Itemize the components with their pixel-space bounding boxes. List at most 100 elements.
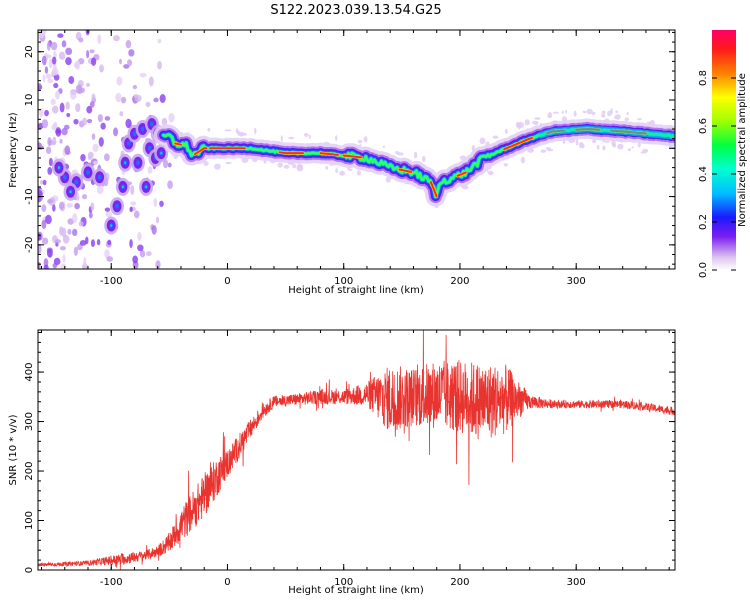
- spectrogram-speckle: [534, 117, 541, 120]
- spectrogram-speckle: [47, 198, 54, 204]
- spectrogram-speckle: [89, 49, 95, 54]
- spectrogram-speckle: [47, 78, 54, 84]
- spectrogram-speckle: [50, 98, 56, 106]
- spectrogram-speckle: [132, 84, 138, 90]
- spectrogram-speckle: [520, 156, 526, 164]
- snr-series-line: [38, 330, 675, 570]
- spectrogram-speckle: [43, 264, 49, 269]
- spectrogram-blob-core: [126, 140, 131, 146]
- spectrogram-speckle: [54, 239, 61, 244]
- spectrogram-speckle: [91, 93, 96, 101]
- spectrogram-speckle: [96, 239, 101, 246]
- snr-frame: [37, 329, 676, 571]
- spectrogram-speckle: [129, 239, 133, 248]
- spectrogram-blob-hot: [160, 151, 163, 155]
- spectrogram-speckle: [224, 129, 232, 132]
- snr-xtick-label: 0: [224, 577, 230, 588]
- spectrogram-speckle: [335, 135, 338, 142]
- spectrogram-speckle: [203, 161, 209, 166]
- spectrogram-speckle: [85, 82, 90, 87]
- spectrogram-speckle: [42, 74, 46, 83]
- spectrogram-speckle: [137, 244, 144, 252]
- spectrogram-speckle: [87, 151, 94, 159]
- spectrogram-speckle: [611, 139, 616, 147]
- colorbar-tick-label: 0.8: [698, 70, 709, 86]
- spectrogram-speckle: [46, 248, 53, 258]
- spectrogram-speckle: [155, 260, 161, 269]
- spectrogram-speckle: [277, 162, 283, 168]
- spectrogram-speckle: [459, 155, 467, 161]
- spectrogram-speckle: [125, 39, 132, 49]
- spectrogram-speckle: [68, 76, 75, 85]
- spectrogram-speckle: [88, 212, 93, 219]
- spectrogram-speckle: [119, 111, 124, 117]
- spectrogram-xtick-label: 0: [224, 276, 230, 287]
- spectrogram-speckle: [41, 237, 49, 245]
- spectrogram-ylabel: Frequency (Hz): [8, 112, 19, 188]
- spectrogram-speckle: [44, 109, 49, 117]
- spectrogram-speckle: [45, 214, 52, 225]
- spectrogram-ytick-label: 10: [24, 94, 35, 107]
- spectrogram-speckle: [119, 58, 123, 65]
- spectrogram-speckle: [145, 251, 152, 257]
- colorbar-tick-label: 0.2: [698, 214, 709, 230]
- spectrogram-speckle: [631, 146, 634, 149]
- spectrogram-speckle: [168, 112, 175, 123]
- spectrogram-speckle: [41, 119, 49, 129]
- spectrogram-blob-hot: [110, 224, 113, 227]
- spectrogram-speckle: [335, 168, 338, 174]
- spectrogram-speckle: [153, 97, 159, 103]
- spectrogram-speckle: [72, 213, 78, 223]
- spectrogram-speckle: [45, 73, 52, 80]
- spectrogram-ridge-peak: [193, 147, 208, 156]
- spectrogram-speckle: [61, 40, 67, 48]
- spectrogram-blob-core: [85, 169, 90, 175]
- colorbar-tick-label: 0.4: [698, 166, 709, 182]
- snr-ytick-label: 100: [24, 511, 35, 530]
- spectrogram-speckle: [63, 124, 70, 130]
- spectrogram-speckle: [66, 112, 71, 118]
- spectrogram-speckle: [78, 37, 84, 43]
- spectrogram-speckle: [134, 94, 142, 102]
- spectrogram-speckle: [45, 146, 52, 154]
- spectrogram-blob-core: [147, 145, 152, 151]
- spectrogram-speckle: [52, 204, 56, 212]
- spectrogram-speckle: [116, 76, 123, 86]
- spectrogram-speckle: [132, 255, 139, 264]
- spectrogram-speckle: [564, 109, 568, 114]
- spectrogram-speckle: [640, 151, 646, 154]
- spectrogram-speckle: [65, 47, 73, 56]
- spectrogram-speckle: [85, 236, 89, 245]
- spectrogram-speckle: [60, 263, 67, 269]
- spectrogram-speckle: [120, 96, 127, 104]
- spectrogram-speckle: [167, 180, 173, 190]
- spectrogram-blob-core: [140, 126, 145, 132]
- spectrogram-speckle: [39, 179, 44, 185]
- spectrogram-speckle: [61, 227, 67, 238]
- spectrogram-blob-hot: [69, 190, 72, 194]
- snr-ytick-label: 300: [24, 412, 35, 431]
- spectrogram-speckle: [604, 140, 611, 143]
- spectrogram-speckle: [58, 201, 65, 210]
- spectrogram-speckle: [97, 34, 102, 45]
- spectrogram-speckle: [137, 231, 142, 241]
- spectrogram-speckle: [65, 57, 72, 66]
- spectrogram-speckle: [86, 50, 90, 59]
- spectrogram-speckle: [561, 110, 564, 115]
- spectrogram-speckle: [64, 145, 71, 156]
- spectrogram-speckle: [106, 256, 114, 262]
- spectrogram-speckle: [113, 35, 120, 42]
- spectrogram-speckle: [503, 162, 509, 167]
- spectrogram-speckle: [614, 114, 621, 120]
- spectrogram-speckle: [92, 143, 99, 153]
- spectrogram-speckle: [90, 202, 95, 211]
- spectrogram-speckle: [235, 128, 239, 133]
- spectrogram-speckle: [591, 111, 596, 116]
- spectrogram-speckle: [103, 153, 110, 162]
- snr-panel: -100 0 100 200 300 0 100 200 300 400 Height of st…: [8, 329, 676, 596]
- spectrogram-speckle: [62, 254, 66, 263]
- spectrogram-speckle: [253, 127, 257, 135]
- spectrogram-speckle: [38, 261, 41, 268]
